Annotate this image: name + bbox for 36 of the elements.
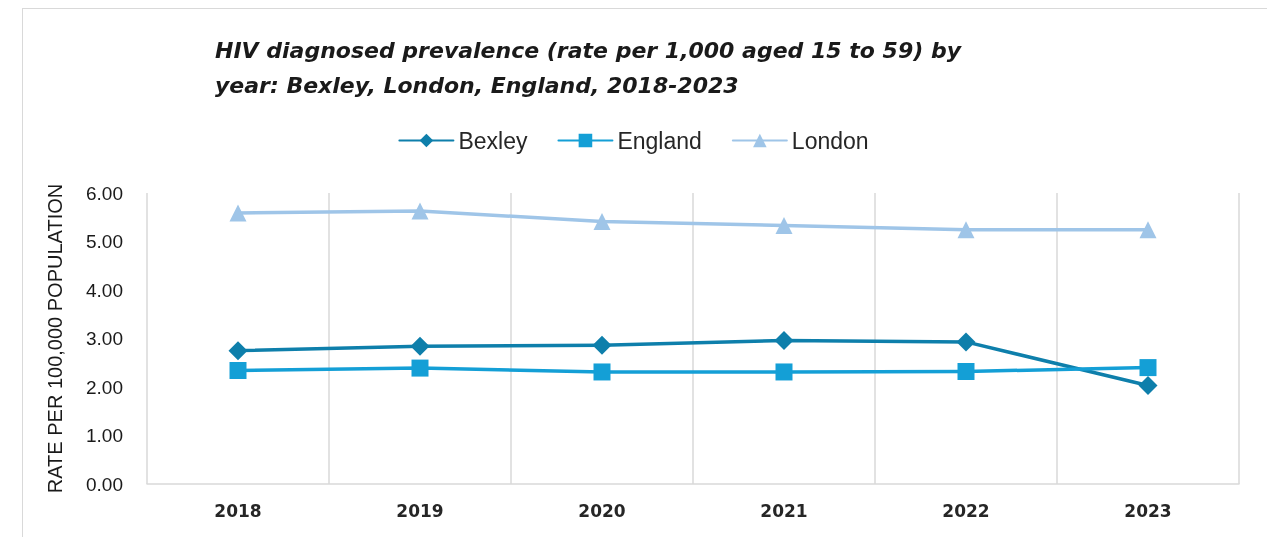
point <box>774 330 794 350</box>
point <box>775 363 793 381</box>
y-tick-label: 3.00 <box>86 328 123 349</box>
point <box>411 202 429 220</box>
y-tick-label: 6.00 <box>86 182 123 204</box>
y-axis-title: RATE PER 100,000 POPULATION <box>44 183 66 494</box>
y-tick-label: 5.00 <box>86 231 123 252</box>
x-tick-label: 2021 <box>760 500 808 521</box>
point <box>228 341 248 361</box>
point <box>411 359 429 377</box>
point <box>1139 359 1157 377</box>
y-tick-label: 4.00 <box>86 279 123 301</box>
point <box>956 332 976 352</box>
point <box>775 216 793 234</box>
chart-title: HIV diagnosed prevalence (rate per 1,000 aged 15 to 59) by year: Bexley, London, England, 2018-2023 <box>215 38 969 98</box>
point <box>593 213 611 231</box>
y-tick-label: 1.00 <box>86 425 123 446</box>
y-tick-label: 0.00 <box>86 473 123 495</box>
point <box>957 221 975 239</box>
point <box>1139 221 1157 239</box>
point <box>1138 376 1158 396</box>
point <box>593 363 611 381</box>
point <box>229 204 247 222</box>
x-tick-label: 2019 <box>396 500 444 521</box>
x-tick-label: 2020 <box>578 500 626 521</box>
legend-label: England <box>617 127 702 154</box>
x-tick-label: 2022 <box>942 500 990 521</box>
x-tick-label: 2018 <box>214 500 262 521</box>
point <box>410 336 430 356</box>
legend-label: London <box>791 127 869 154</box>
point <box>957 362 975 380</box>
y-tick-label: 2.00 <box>86 376 123 398</box>
legend-label: Bexley <box>458 127 528 154</box>
point <box>229 362 247 380</box>
x-tick-label: 2023 <box>1124 500 1172 521</box>
point <box>592 335 612 355</box>
